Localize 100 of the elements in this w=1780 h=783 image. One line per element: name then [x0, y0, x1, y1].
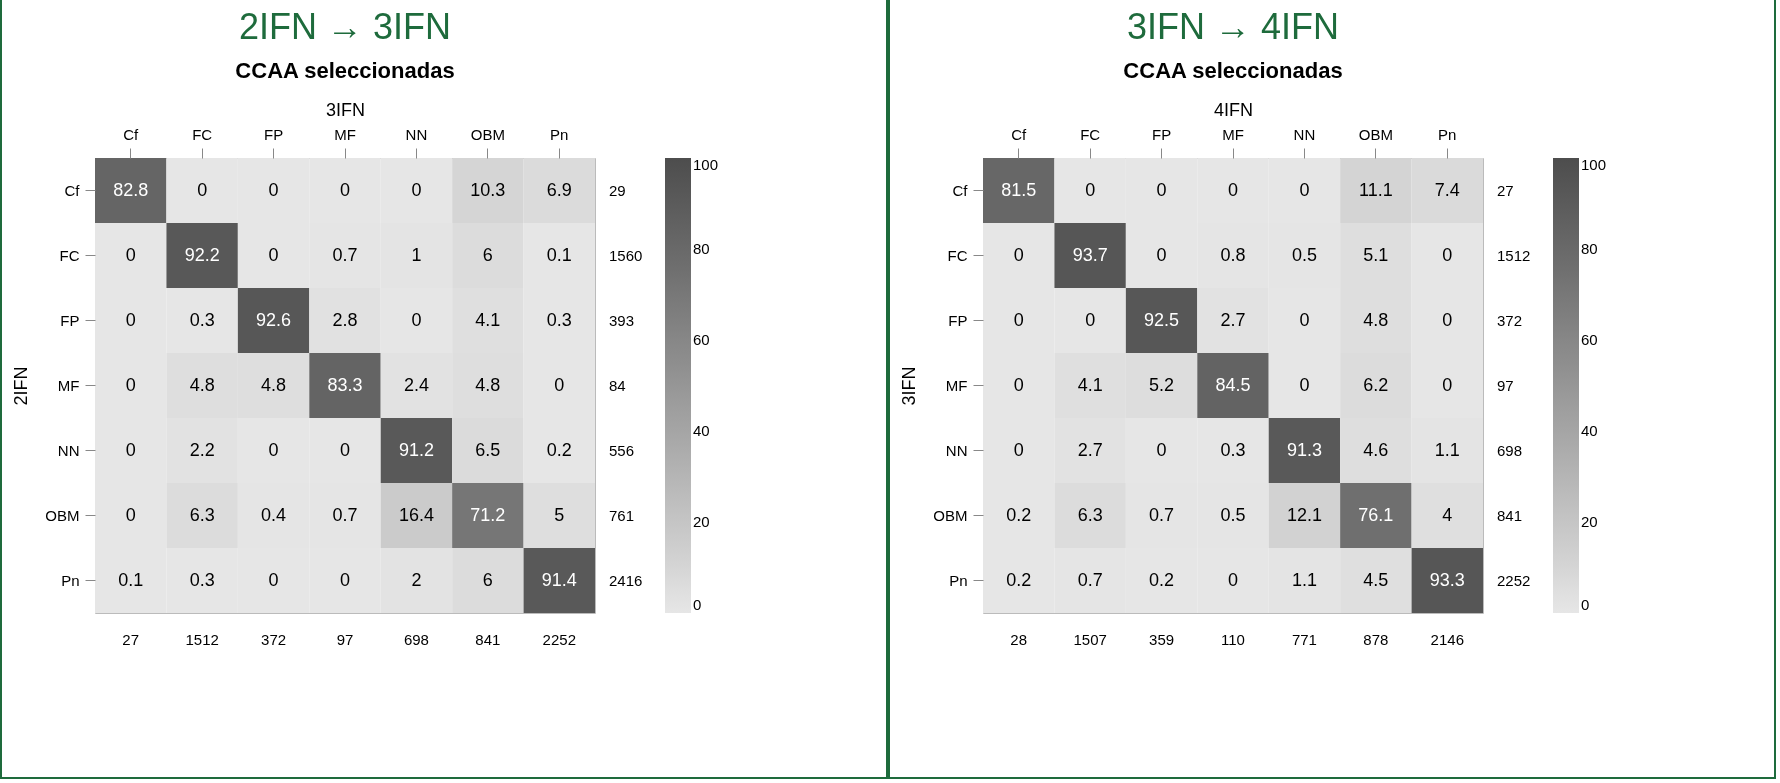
- data-label: 6.3: [1077, 504, 1103, 525]
- data-label: 0: [125, 244, 136, 265]
- y2-tick-label: 698: [1497, 441, 1523, 459]
- data-label: 0.7: [332, 504, 358, 525]
- data-label: 0: [125, 374, 136, 395]
- data-label: 0.2: [1006, 504, 1032, 525]
- y-tick-label: Cf: [64, 181, 81, 199]
- data-label: 93.7: [1072, 244, 1108, 265]
- text: 97: [336, 631, 354, 648]
- data-label: 0: [339, 439, 351, 460]
- x-tick-label: FC: [1080, 125, 1101, 143]
- text: 841: [475, 631, 501, 648]
- data-label: 2.7: [1077, 439, 1103, 460]
- x-tick-label: Cf: [123, 125, 140, 143]
- data-label: 84.5: [1215, 374, 1251, 395]
- x-tick-label: MF: [334, 125, 356, 143]
- y2-tick-label: 393: [609, 311, 635, 329]
- data-label: 0: [1013, 374, 1024, 395]
- data-label: 0: [411, 309, 422, 330]
- color-bar-label: 60: [693, 331, 710, 348]
- y2-tick-label: 2252: [1497, 571, 1531, 589]
- color-bar-label: 100: [693, 156, 719, 173]
- data-label: 92.5: [1144, 309, 1180, 330]
- text: 110: [1221, 631, 1245, 648]
- color-bar-label: 20: [1581, 513, 1598, 530]
- y-axis-title: 2IFN: [11, 366, 32, 406]
- data-label: 0: [1227, 569, 1239, 590]
- text: 1512: [185, 631, 219, 648]
- x-tick-label: Cf: [1011, 125, 1028, 143]
- data-label: 10.3: [470, 179, 506, 200]
- text: 2146: [1430, 631, 1464, 648]
- data-label: 0.7: [332, 244, 358, 265]
- data-label: 0: [339, 179, 351, 200]
- data-label: 0: [1227, 179, 1239, 200]
- data-label: 0.2: [1006, 569, 1032, 590]
- text: 878: [1363, 631, 1389, 648]
- data-label: 0.8: [1220, 244, 1246, 265]
- text: 372: [261, 631, 287, 648]
- data-label: 0.1: [546, 244, 572, 265]
- data-label: 76.1: [1358, 504, 1394, 525]
- x-tick-label: MF: [1222, 125, 1244, 143]
- data-label: 4.8: [475, 374, 501, 395]
- data-label: 0.4: [261, 504, 287, 525]
- data-label: 0: [1299, 309, 1310, 330]
- y-tick-label: OBM: [933, 506, 968, 524]
- data-label: 0: [1156, 179, 1167, 200]
- y-tick-label: FC: [947, 246, 968, 264]
- y2-tick-label: 556: [609, 441, 635, 459]
- data-label: 0: [268, 569, 279, 590]
- data-label: 0: [1299, 374, 1310, 395]
- text: 2252: [542, 631, 576, 648]
- data-label: 4.5: [1363, 569, 1389, 590]
- data-label: 5.2: [1149, 374, 1175, 395]
- chart-subtitle: CCAA seleccionadas: [235, 58, 455, 83]
- data-label: 4.8: [189, 374, 215, 395]
- data-label: 83.3: [327, 374, 363, 395]
- y-tick-label: FP: [60, 311, 80, 329]
- data-label: 0: [339, 569, 351, 590]
- data-label: 91.3: [1286, 439, 1322, 460]
- y-tick-label: Pn: [61, 571, 80, 589]
- x-tick-label: FP: [1151, 125, 1172, 143]
- text: 359: [1149, 631, 1175, 648]
- y-axis-title: 3IFN: [899, 366, 920, 406]
- data-label: 71.2: [470, 504, 506, 525]
- y-tick-label: NN: [945, 441, 968, 459]
- y-tick-label: Cf: [952, 181, 969, 199]
- data-label: 0.3: [546, 309, 572, 330]
- data-label: 0: [268, 439, 279, 460]
- data-label: 0: [268, 179, 279, 200]
- data-label: 0: [1085, 179, 1096, 200]
- data-label: 1.1: [1434, 439, 1460, 460]
- data-label: 4.1: [1077, 374, 1103, 395]
- color-bar-label: 0: [693, 596, 702, 613]
- y2-tick-label: 2416: [609, 571, 643, 589]
- x-tick-label: FP: [263, 125, 284, 143]
- data-label: 0: [197, 179, 208, 200]
- y-tick-label: NN: [57, 441, 80, 459]
- data-label: 0: [1085, 309, 1096, 330]
- y-tick-label: Pn: [949, 571, 968, 589]
- y2-tick-label: 1512: [1497, 246, 1531, 264]
- data-label: 0: [1156, 244, 1167, 265]
- x-tick-label: Pn: [1438, 125, 1457, 143]
- text: 27: [122, 631, 140, 648]
- data-label: 92.2: [184, 244, 220, 265]
- data-label: 0: [268, 244, 279, 265]
- x-tick-label: Pn: [550, 125, 569, 143]
- x-axis-title: 4IFN: [1213, 99, 1254, 120]
- text: 771: [1291, 631, 1317, 648]
- data-label: 0.2: [546, 439, 572, 460]
- data-label: 6: [482, 244, 493, 265]
- x-tick-label: NN: [1293, 125, 1316, 143]
- data-label: 12.1: [1286, 504, 1322, 525]
- data-label: 92.6: [256, 309, 292, 330]
- data-label: 82.8: [113, 179, 149, 200]
- y2-tick-label: 761: [609, 506, 635, 524]
- data-label: 11.1: [1359, 179, 1393, 200]
- data-label: 0: [1013, 244, 1024, 265]
- data-label: 5.1: [1363, 244, 1389, 265]
- data-label: 4: [1442, 504, 1453, 525]
- data-label: 0.3: [1220, 439, 1246, 460]
